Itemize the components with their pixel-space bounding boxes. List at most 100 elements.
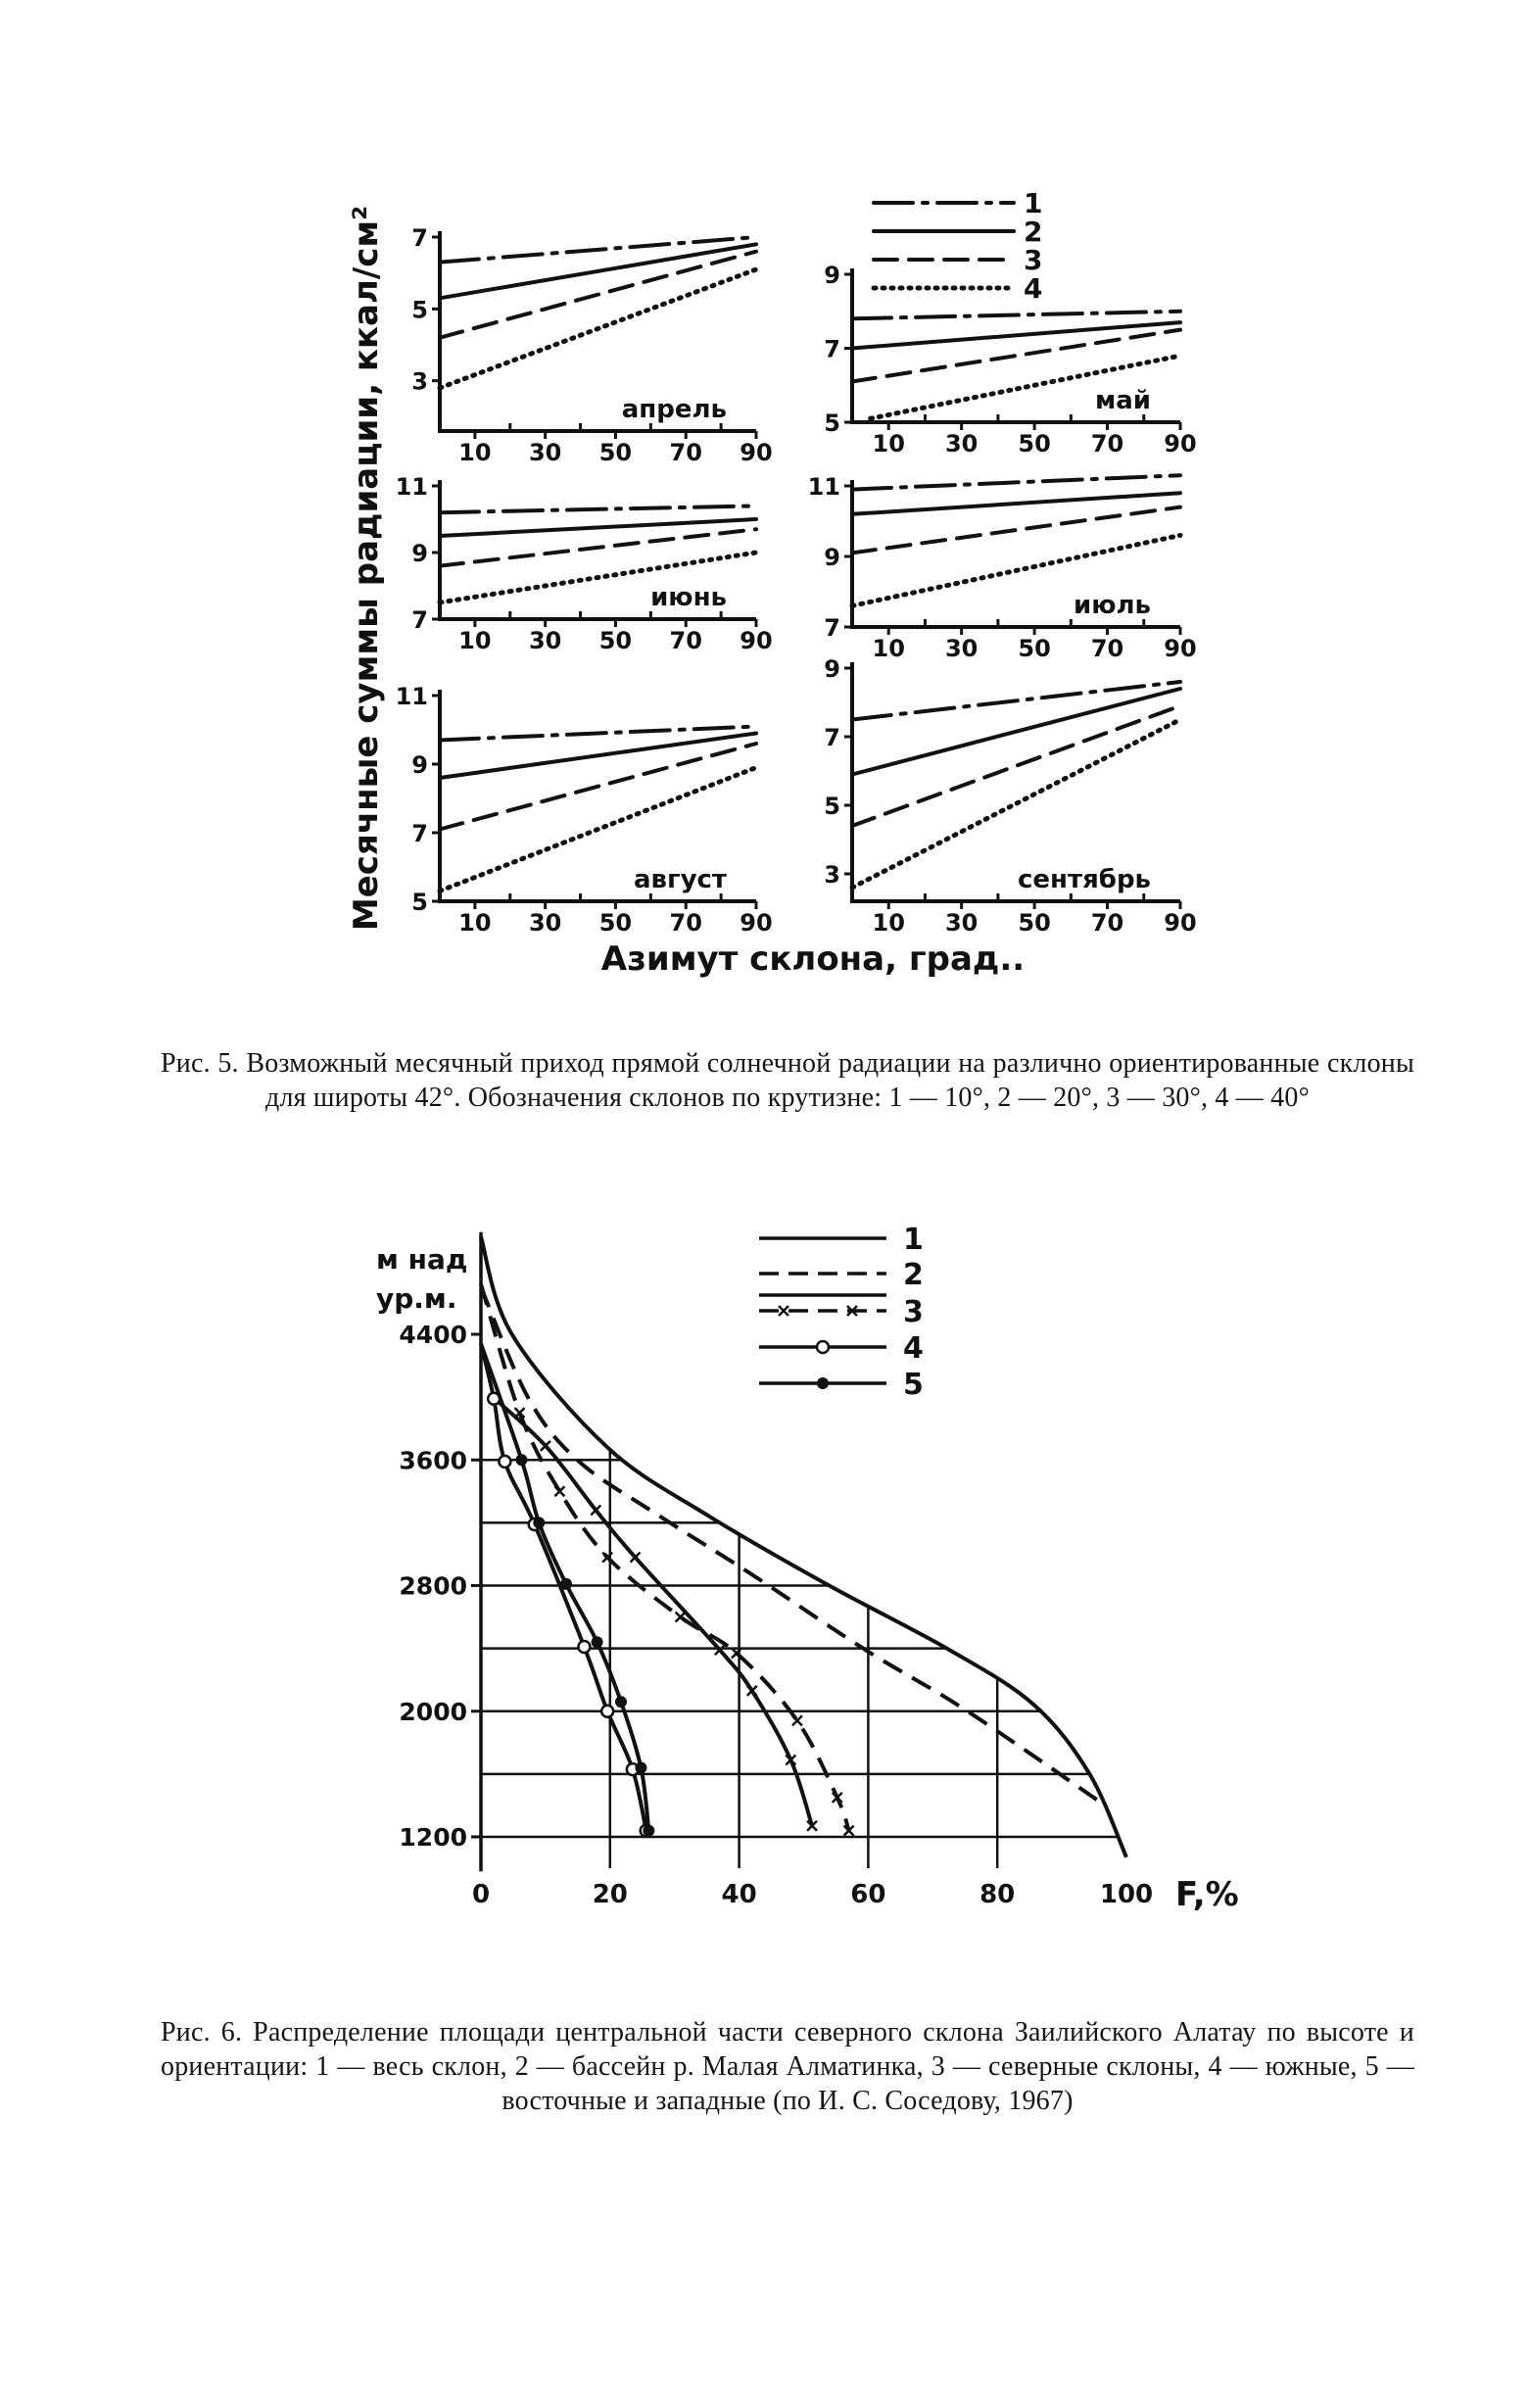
x-tick-label: 10 (458, 627, 491, 654)
fig5-series-4 (849, 717, 1183, 891)
x-tick-label: 0 (472, 1880, 490, 1909)
fig5-series-3 (850, 505, 1182, 555)
x-tick-label: 60 (850, 1880, 885, 1909)
y-tick-label: 9 (824, 262, 840, 289)
fig5-series-2 (850, 687, 1182, 777)
data-point (577, 1639, 592, 1655)
data-point (831, 1792, 843, 1804)
x-tick-label: 70 (670, 439, 702, 466)
fig5-series-1 (438, 504, 758, 515)
fig6-series-1-solid (479, 1236, 1128, 1858)
x-tick-label: 90 (1164, 430, 1196, 458)
x-tick-label: 30 (529, 627, 561, 654)
data-point (731, 1647, 742, 1660)
legend-marker (817, 1377, 829, 1389)
data-point (791, 1714, 803, 1727)
fig5-series-4 (437, 765, 759, 893)
fig5-series-2 (850, 491, 1182, 516)
fig5-series-2 (438, 242, 758, 301)
y-tick-label: 3600 (399, 1446, 467, 1474)
data-point (559, 1577, 572, 1590)
x-tick-label: 30 (945, 909, 978, 937)
y-tick-label: 3 (411, 368, 428, 396)
y-tick-label: 5 (411, 889, 428, 916)
data-point (601, 1551, 614, 1564)
fig6-x-axis-title: F,% (1175, 1875, 1239, 1914)
fig5-series-1 (438, 235, 758, 265)
data-point (515, 1454, 528, 1467)
data-point (615, 1696, 628, 1709)
legend-marker (846, 1305, 858, 1317)
y-tick-label: 11 (396, 683, 428, 710)
x-tick-label: 70 (670, 627, 702, 654)
legend-marker (815, 1339, 831, 1355)
data-point (643, 1824, 655, 1837)
y-tick-label: 7 (411, 606, 428, 634)
legend-label-4: 4 (1024, 272, 1042, 305)
y-tick-label: 9 (824, 544, 840, 571)
fig5-series-2 (850, 320, 1182, 351)
fig5-series-3 (850, 703, 1182, 828)
x-tick-label: 10 (873, 430, 905, 458)
y-tick-label: 4400 (399, 1321, 467, 1349)
fig5-panel-6: 10 30 50 70 90 9 7 5 3 сентябрь (824, 655, 1196, 937)
x-tick-label: 30 (945, 635, 978, 662)
legend-label-5: 5 (903, 1368, 924, 1402)
fig5-series-4 (849, 532, 1183, 608)
x-tick-label: 90 (740, 439, 772, 466)
y-tick-label: 1200 (399, 1823, 467, 1852)
legend-marker (778, 1305, 789, 1317)
fig6-series-2-dashed (479, 1286, 1102, 1805)
fig5-month-label: апрель (622, 395, 727, 424)
fig6-series-3-solid-cross (488, 1392, 818, 1832)
fig5-month-label: май (1095, 386, 1151, 415)
fig5-series-2 (438, 731, 758, 780)
series-line (479, 1236, 1128, 1858)
data-point (806, 1819, 818, 1832)
data-point (590, 1504, 602, 1517)
legend-label-3: 3 (1024, 244, 1042, 276)
x-tick-label: 30 (529, 439, 561, 466)
data-point (842, 1824, 855, 1837)
x-tick-label: 50 (599, 627, 632, 654)
data-point (599, 1704, 615, 1718)
x-tick-label: 50 (1018, 909, 1050, 937)
data-point (513, 1407, 526, 1420)
y-tick-label: 5 (824, 409, 840, 437)
x-tick-label: 50 (599, 439, 632, 466)
fig5-panel-1: 10 30 50 70 90 7 5 3 апрель (411, 224, 772, 466)
x-tick-label: 30 (529, 909, 561, 937)
y-tick-label: 2800 (399, 1572, 467, 1601)
fig5-y-axis-title: Месячные суммы радиации, ккал/см² (347, 206, 386, 931)
fig5-series-3 (438, 742, 758, 832)
x-tick-label: 40 (722, 1880, 757, 1909)
data-point (629, 1551, 642, 1564)
y-tick-label: 7 (411, 224, 428, 252)
fig5-month-label: июнь (650, 583, 727, 612)
y-tick-label: 9 (411, 751, 428, 779)
x-tick-label: 90 (1164, 909, 1196, 937)
fig5-series-2 (438, 517, 758, 538)
fig6-series-3-dashed-cross (479, 1283, 855, 1837)
fig5-series-4 (437, 266, 759, 391)
fig5-month-label: август (634, 865, 727, 894)
fig6-grid (481, 1239, 1126, 1869)
x-tick-label: 10 (458, 909, 491, 937)
data-point (540, 1439, 551, 1452)
x-tick-label: 70 (1091, 635, 1123, 662)
fig6-series-5-filled-circle (479, 1342, 655, 1837)
legend-label-2: 2 (1024, 216, 1042, 248)
figure-5-chart: Месячные суммы радиации, ккал/см² Азимут… (347, 187, 1197, 979)
y-tick-label: 5 (411, 296, 428, 323)
x-tick-label: 70 (670, 909, 702, 937)
y-tick-label: 3 (824, 861, 840, 889)
data-point (498, 1454, 512, 1469)
legend-label-3: 3 (903, 1295, 924, 1329)
x-tick-label: 90 (740, 627, 772, 654)
x-tick-label: 20 (593, 1880, 628, 1909)
legend-label-2: 2 (903, 1258, 924, 1292)
data-point (785, 1754, 797, 1766)
